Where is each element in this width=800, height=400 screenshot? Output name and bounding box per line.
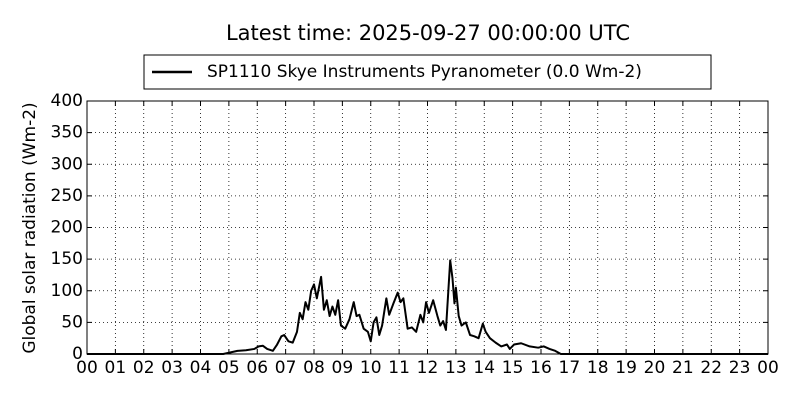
x-tick-label: 06 xyxy=(246,358,268,378)
x-tick-label: 18 xyxy=(587,358,609,378)
x-tick-label: 17 xyxy=(559,358,581,378)
y-tick-label: 0 xyxy=(72,344,83,364)
y-tick-label: 50 xyxy=(61,312,83,332)
x-tick-label: 10 xyxy=(360,358,382,378)
y-tick-label: 100 xyxy=(51,281,83,301)
x-tick-label: 23 xyxy=(729,358,751,378)
legend-box xyxy=(143,54,712,90)
x-tick-label: 08 xyxy=(303,358,325,378)
y-tick-label: 250 xyxy=(51,186,83,206)
y-tick-label: 200 xyxy=(51,218,83,238)
x-tick-label: 01 xyxy=(105,358,127,378)
x-tick-label: 04 xyxy=(190,358,212,378)
y-tick-label: 350 xyxy=(51,123,83,143)
x-tick-label: 00 xyxy=(757,358,779,378)
x-tick-label: 13 xyxy=(445,358,467,378)
y-tick-label: 400 xyxy=(51,91,83,111)
x-tick-label: 07 xyxy=(275,358,297,378)
y-axis-label: Global solar radiation (Wm-2) xyxy=(20,102,40,353)
x-tick-label: 12 xyxy=(417,358,439,378)
chart-title: Latest time: 2025-09-27 00:00:00 UTC xyxy=(226,21,630,45)
line-series xyxy=(87,259,768,355)
x-tick-label: 15 xyxy=(502,358,524,378)
x-tick-label: 16 xyxy=(530,358,552,378)
x-tick-label: 02 xyxy=(133,358,155,378)
x-tick-label: 20 xyxy=(644,358,666,378)
x-tick-label: 03 xyxy=(161,358,183,378)
plot-frame xyxy=(86,100,769,355)
y-tick-label: 150 xyxy=(51,249,83,269)
x-tick-label: 09 xyxy=(332,358,354,378)
legend-label: SP1110 Skye Instruments Pyranometer (0.0… xyxy=(207,62,642,82)
y-tick-label: 300 xyxy=(51,154,83,174)
x-tick-label: 22 xyxy=(700,358,722,378)
x-tick-label: 14 xyxy=(473,358,495,378)
x-tick-label: 00 xyxy=(76,358,98,378)
x-tick-label: 11 xyxy=(388,358,410,378)
x-tick-label: 05 xyxy=(218,358,240,378)
x-tick-label: 21 xyxy=(672,358,694,378)
x-tick-label: 19 xyxy=(615,358,637,378)
